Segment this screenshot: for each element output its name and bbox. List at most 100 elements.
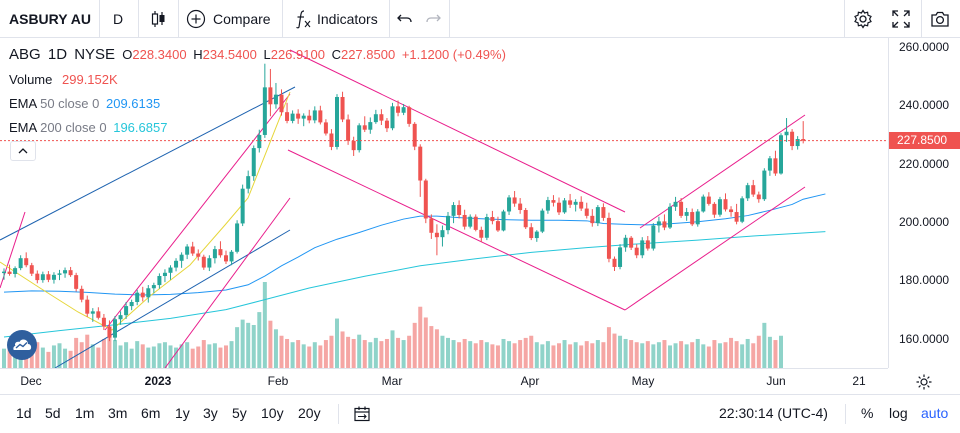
auto-toggle[interactable]: auto <box>921 405 949 421</box>
candle-body <box>85 299 90 314</box>
range-20y[interactable]: 20y <box>298 405 321 421</box>
volume-bar <box>457 342 462 368</box>
volume-bar <box>118 345 123 368</box>
volume-bar <box>90 344 95 368</box>
candle-body <box>246 176 251 189</box>
volume-bar <box>96 347 101 368</box>
indicators-button[interactable]: Indicators <box>293 0 378 38</box>
candle <box>279 89 284 116</box>
compare-button[interactable]: Compare <box>186 0 271 38</box>
volume-bar <box>251 325 256 368</box>
trendline-lower[interactable] <box>54 229 291 368</box>
fullscreen-icon[interactable] <box>891 9 911 29</box>
range-10y[interactable]: 10y <box>261 405 284 421</box>
descending-channel-top[interactable] <box>289 49 626 213</box>
candle <box>373 109 378 124</box>
range-3m[interactable]: 3m <box>108 405 128 421</box>
volume-bar <box>401 340 406 368</box>
channel-line[interactable] <box>164 197 291 368</box>
gear-icon[interactable] <box>853 9 873 29</box>
candle <box>545 196 550 214</box>
percent-toggle[interactable]: % <box>861 405 874 421</box>
candle <box>390 102 395 131</box>
volume-legend[interactable]: Volume 299.152K <box>9 72 118 87</box>
candle-body <box>257 134 262 149</box>
candle-body <box>645 240 650 249</box>
candle-body <box>318 110 323 123</box>
camera-icon[interactable] <box>930 9 950 29</box>
range-5y[interactable]: 5y <box>232 405 247 421</box>
descending-channel-bottom[interactable] <box>287 149 626 311</box>
volume-bar <box>440 335 445 368</box>
trendline-upper[interactable] <box>0 86 296 241</box>
volume-bar <box>340 331 345 368</box>
candle <box>690 208 695 227</box>
candle <box>501 209 506 232</box>
brand-logo[interactable] <box>7 330 37 360</box>
candle <box>518 198 523 214</box>
ema200-value: 196.6857 <box>113 120 168 135</box>
indicators-label: Indicators <box>317 11 378 27</box>
symbol-search[interactable]: ASBURY AU <box>9 0 91 38</box>
candle-body <box>429 218 434 233</box>
range-1m[interactable]: 1m <box>75 405 95 421</box>
volume-bar <box>318 345 323 368</box>
candle-body <box>601 207 606 218</box>
candle-body <box>174 260 179 268</box>
volume-bar <box>201 340 206 368</box>
candle <box>35 270 40 284</box>
volume-bar <box>723 342 728 368</box>
volume-bar <box>429 326 434 368</box>
candle-body <box>185 246 190 255</box>
candle-body <box>717 199 722 215</box>
range-1y[interactable]: 1y <box>175 405 190 421</box>
ema50-legend[interactable]: EMA 50 close 0 209.6135 <box>9 96 160 111</box>
candle-body <box>307 115 312 121</box>
ascending-channel-top[interactable] <box>639 114 806 229</box>
range-5d[interactable]: 5d <box>45 405 61 421</box>
volume-bar <box>651 344 656 368</box>
price-axis[interactable]: 160.0000 180.0000 200.0000 220.0000 240.0000… <box>888 38 960 368</box>
price-chart[interactable] <box>0 0 888 368</box>
volume-bar <box>35 342 40 368</box>
candle <box>229 250 234 266</box>
candle <box>684 207 689 221</box>
candle-body <box>568 200 573 205</box>
candle <box>157 273 162 289</box>
date-range-icon[interactable] <box>353 405 371 423</box>
range-1d[interactable]: 1d <box>16 405 32 421</box>
candle <box>2 268 6 280</box>
volume-bar <box>751 343 756 368</box>
volume-bar <box>107 330 112 368</box>
redo-icon[interactable] <box>423 9 443 29</box>
ascending-channel-bottom[interactable] <box>624 186 806 311</box>
volume-bar <box>312 342 317 368</box>
candle-body <box>96 311 101 318</box>
time-axis[interactable]: Dec 2023 Feb Mar Apr May Jun 21 <box>0 368 932 395</box>
candle-body <box>329 133 334 147</box>
range-3y[interactable]: 3y <box>203 405 218 421</box>
candle-body <box>229 251 234 262</box>
volume-bar <box>740 344 745 368</box>
candle-body <box>179 254 184 261</box>
log-toggle[interactable]: log <box>889 405 908 421</box>
candle <box>446 212 450 235</box>
volume-bar <box>262 282 267 368</box>
symbol-label: ASBURY AU <box>9 11 91 27</box>
candles-icon[interactable] <box>148 9 168 29</box>
volume-bar <box>246 322 251 368</box>
change-value: +1.1200 (+0.49%) <box>401 47 506 62</box>
ema200-legend[interactable]: EMA 200 close 0 196.6857 <box>9 120 167 135</box>
interval-button[interactable]: D <box>113 0 123 38</box>
undo-icon[interactable] <box>395 9 415 29</box>
range-6m[interactable]: 6m <box>141 405 161 421</box>
ema50-value: 209.6135 <box>105 96 161 111</box>
collapse-legend-button[interactable] <box>10 141 36 161</box>
volume-bar <box>51 345 56 368</box>
candle <box>201 254 206 270</box>
candle <box>185 244 190 260</box>
candle <box>729 206 734 217</box>
axis-settings-icon[interactable] <box>915 373 933 391</box>
volume-bar <box>451 340 456 368</box>
clock-label[interactable]: 22:30:14 (UTC-4) <box>719 405 828 421</box>
